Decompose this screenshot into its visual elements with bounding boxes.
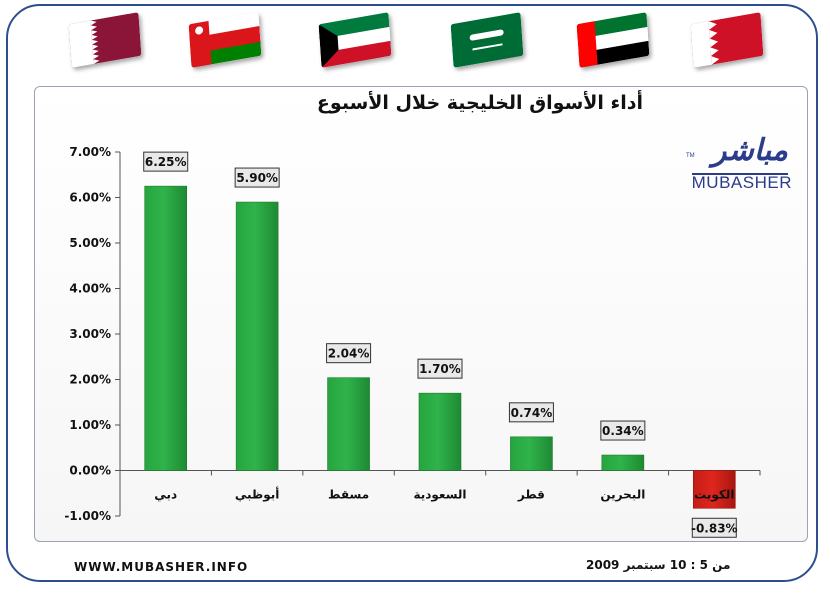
data-label: 5.90%	[236, 171, 278, 185]
footer-date-range: من 5 : 10 سبتمبر 2009	[586, 558, 731, 572]
data-label: 1.70%	[419, 362, 461, 376]
bar	[601, 454, 645, 471]
data-label-box	[600, 420, 646, 441]
mubasher-logo: مباشر TM MUBASHER	[684, 133, 794, 193]
footer-website: WWW.MUBASHER.INFO	[74, 560, 249, 574]
data-label-box	[326, 343, 372, 364]
x-tick-label: أبوظبي	[235, 487, 279, 503]
logo-arabic: مباشر	[712, 133, 788, 168]
bar	[235, 201, 279, 471]
data-label-box	[143, 151, 189, 172]
data-label: 0.34%	[602, 424, 644, 438]
x-tick-label: البحرين	[600, 488, 645, 502]
data-label-box	[508, 402, 554, 423]
oman-flag-icon	[188, 12, 262, 68]
y-tick-label: 2.00%	[69, 373, 111, 387]
logo-english: MUBASHER	[691, 173, 792, 192]
bar	[692, 470, 736, 509]
data-label-box	[417, 358, 463, 379]
y-tick-label: 3.00%	[69, 327, 111, 341]
x-tick-label: مسقط	[328, 488, 369, 502]
bar	[144, 185, 188, 471]
x-tick-label: الكويت	[694, 488, 734, 503]
x-tick-label: السعودية	[413, 488, 466, 503]
data-label-box	[691, 517, 737, 538]
bar	[510, 436, 553, 471]
saudi-flag-icon	[450, 12, 524, 68]
bahrain-flag-icon	[690, 12, 764, 68]
data-label: 0.74%	[511, 406, 553, 420]
data-label: 2.04%	[328, 347, 370, 361]
data-label: -0.83%	[691, 521, 738, 535]
y-tick-label: 1.00%	[69, 418, 111, 432]
y-tick-label: 4.00%	[69, 282, 111, 296]
qatar-flag-icon	[68, 12, 142, 68]
gcc-flags-row	[0, 0, 830, 80]
bar	[418, 392, 462, 471]
y-tick-label: 0.00%	[69, 464, 111, 478]
y-tick-label: 7.00%	[69, 145, 111, 159]
y-tick-label: -1.00%	[64, 509, 111, 523]
bar	[327, 377, 370, 471]
logo-underline	[692, 173, 788, 175]
data-label: 6.25%	[145, 155, 187, 169]
x-tick-label: دبي	[154, 488, 177, 502]
uae-flag-icon	[576, 12, 650, 68]
logo-tm: TM	[686, 153, 695, 159]
chart-title: أداء الأسواق الخليجية خلال الأسبوع	[316, 92, 644, 114]
kuwait-flag-icon	[318, 12, 392, 68]
y-tick-label: 5.00%	[69, 236, 111, 250]
x-tick-label: قطر	[517, 488, 545, 502]
data-label-box	[234, 167, 280, 188]
y-tick-label: 6.00%	[69, 191, 111, 205]
